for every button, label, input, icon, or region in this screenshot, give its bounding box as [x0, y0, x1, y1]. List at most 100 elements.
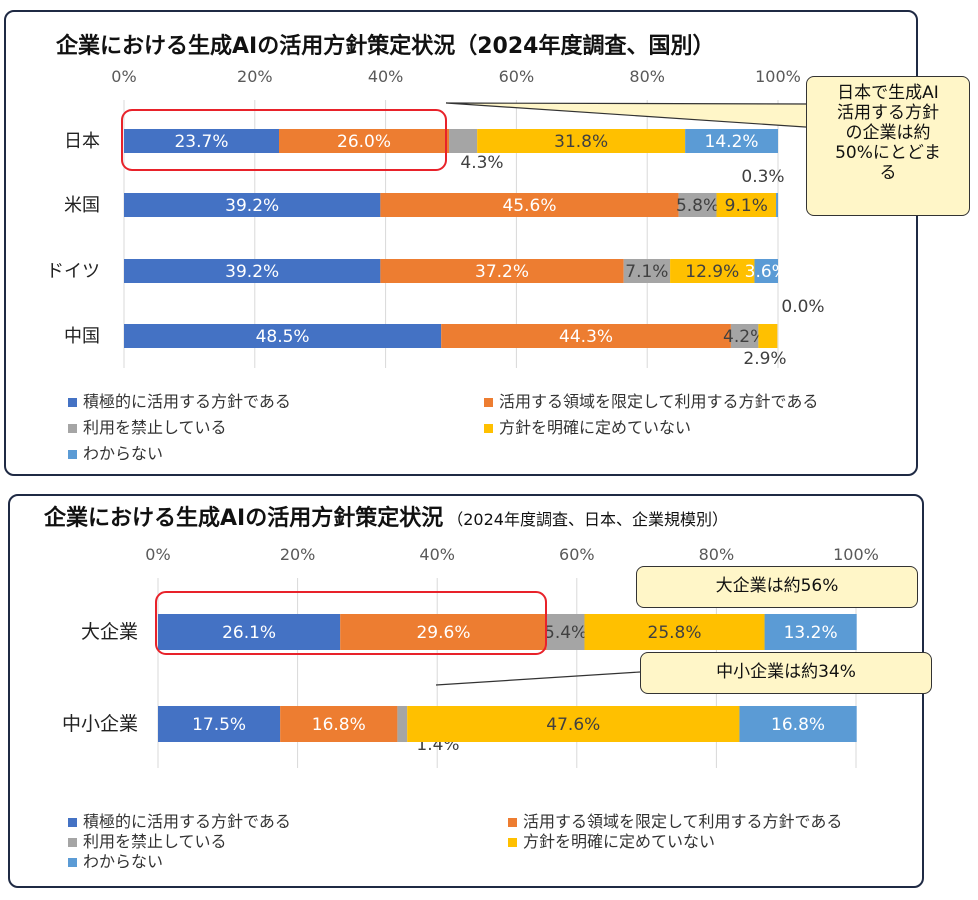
legend-label: 利用を禁止している [83, 418, 227, 437]
chart-title-company-size-main: 企業における生成AIの活用方針策定状況 [44, 506, 444, 531]
data-label: 16.8% [771, 715, 825, 735]
bar-segment [278, 129, 450, 153]
legend-label: 積極的に活用する方針である [83, 392, 291, 411]
bar-segment [754, 259, 778, 283]
bar-segment [124, 129, 279, 153]
data-label: 12.9% [685, 262, 739, 282]
bar-segment [158, 706, 281, 742]
bar-segment [477, 129, 686, 153]
bar-segment [670, 259, 755, 283]
bar-segment [380, 193, 679, 217]
chart-title-country: 企業における生成AIの活用方針策定状況（2024年度調査、国別） [56, 34, 715, 59]
category-label: 中国 [64, 326, 100, 347]
data-label: 3.6% [745, 262, 788, 282]
x-tick-label: 20% [280, 545, 316, 564]
highlight-box [155, 591, 547, 655]
x-tick-label: 40% [368, 67, 404, 86]
legend-swatch [68, 450, 77, 459]
legend-swatch [68, 818, 77, 827]
bar-segment [340, 614, 547, 650]
bar-segment [546, 614, 585, 650]
category-label: 米国 [64, 195, 100, 216]
bar-segment [124, 324, 442, 348]
bar-segment [623, 259, 671, 283]
legend-swatch [68, 858, 77, 867]
legend-label: 活用する領域を限定して利用する方針である [499, 392, 819, 411]
data-label: 2.9% [743, 349, 786, 369]
legend-item: 利用を禁止している [68, 828, 227, 852]
bar-segment [280, 706, 398, 742]
callout-sme: 中小企業は約34% [640, 652, 932, 694]
callout-pointer [445, 102, 821, 129]
legend-label: 積極的に活用する方針である [83, 812, 291, 831]
legend-item: わからない [68, 848, 163, 872]
x-tick-label: 100% [833, 545, 879, 564]
data-label: 4.3% [460, 153, 503, 173]
legend-label: 利用を禁止している [83, 832, 227, 851]
legend-swatch [68, 424, 77, 433]
legend-swatch [508, 838, 517, 847]
callout-pointer [435, 671, 641, 686]
legend-label: 活用する領域を限定して利用する方針である [523, 812, 843, 831]
category-label: 大企業 [81, 621, 138, 643]
data-label: 17.5% [192, 715, 246, 735]
callout-large-company: 大企業は約56% [636, 566, 918, 608]
bar-segment [758, 324, 778, 348]
data-label: 39.2% [225, 196, 279, 216]
data-label: 9.1% [725, 196, 768, 216]
x-tick-label: 60% [559, 545, 595, 564]
data-label: 4.2% [723, 327, 766, 347]
x-tick-label: 0% [111, 67, 136, 86]
data-label: 5.4% [544, 623, 587, 643]
bar-segment [584, 614, 765, 650]
data-label: 13.2% [784, 623, 838, 643]
x-tick-label: 20% [237, 67, 273, 86]
bar-segment [158, 614, 341, 650]
legend-swatch [484, 398, 493, 407]
chart-panel-country [4, 10, 918, 476]
data-label: 44.3% [559, 327, 613, 347]
data-label: 39.2% [225, 262, 279, 282]
data-label: 16.8% [312, 715, 366, 735]
x-tick-label: 60% [499, 67, 535, 86]
x-tick-label: 0% [145, 545, 170, 564]
bar-segment [407, 706, 740, 742]
chart-subtitle-company-size: （2024年度調査、日本、企業規模別） [447, 510, 728, 529]
legend-item: 方針を明確に定めていない [484, 414, 691, 438]
data-label: 26.1% [222, 623, 276, 643]
category-label: ドイツ [46, 261, 100, 282]
bar-segment [441, 324, 731, 348]
bar-segment [730, 324, 759, 348]
legend-item: 活用する領域を限定して利用する方針である [508, 808, 842, 832]
legend-item: 方針を明確に定めていない [508, 828, 715, 852]
legend-swatch [484, 424, 493, 433]
data-label: 23.7% [174, 132, 228, 152]
bar-segment [716, 193, 777, 217]
data-label: 25.8% [648, 623, 702, 643]
bar-segment [380, 259, 624, 283]
legend-item: 積極的に活用する方針である [68, 388, 291, 412]
data-label: 37.2% [475, 262, 529, 282]
x-tick-label: 80% [699, 545, 735, 564]
data-label: 5.8% [676, 196, 719, 216]
data-label: 29.6% [416, 623, 470, 643]
bar-segment [124, 259, 381, 283]
x-tick-label: 80% [629, 67, 665, 86]
category-label: 日本 [64, 131, 100, 152]
legend-label: 方針を明確に定めていない [499, 418, 692, 437]
legend-label: わからない [83, 852, 164, 871]
bar-segment [685, 129, 778, 153]
legend-swatch [68, 398, 77, 407]
data-label: 14.2% [705, 132, 759, 152]
legend-item: わからない [68, 440, 163, 464]
legend-label: 方針を明確に定めていない [523, 832, 716, 851]
data-label: 7.1% [625, 262, 668, 282]
legend-item: 活用する領域を限定して利用する方針である [484, 388, 818, 412]
bar-segment [678, 193, 717, 217]
x-tick-label: 100% [755, 67, 801, 86]
bar-segment [776, 193, 778, 217]
bar-segment [764, 614, 857, 650]
bar-segment [739, 706, 857, 742]
legend-swatch [508, 818, 517, 827]
